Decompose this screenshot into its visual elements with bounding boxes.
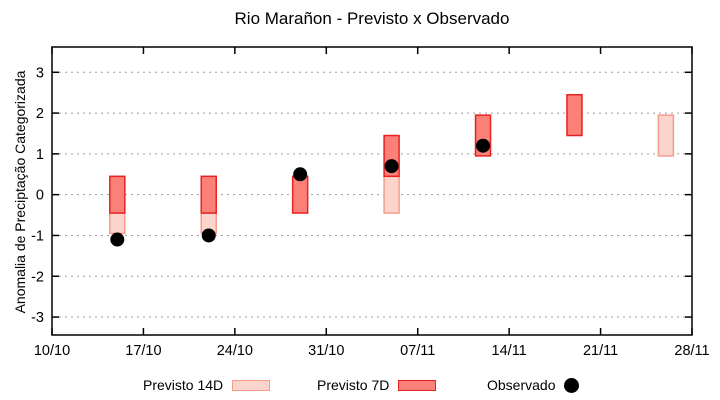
observado-point-15-10 <box>110 232 125 247</box>
ytick-label--1: -1 <box>31 228 44 244</box>
observado-point-29-10 <box>293 167 308 182</box>
xtick-label-10-10: 10/10 <box>34 343 70 359</box>
ytick-label--3: -3 <box>31 310 44 326</box>
observado-point-05-11 <box>384 159 399 174</box>
ytick-label--2: -2 <box>31 269 44 285</box>
xtick-label-17-10: 17/10 <box>125 343 161 359</box>
observado-point-22-10 <box>201 228 216 243</box>
xtick-label-31-10: 31/10 <box>308 343 344 359</box>
bar-previsto-14d-26-11 <box>657 114 675 157</box>
observado-point-12-11 <box>476 138 491 153</box>
bar-previsto-7d-29-10 <box>291 175 309 214</box>
ytick-label-2: 2 <box>36 106 44 122</box>
xtick-label-28-11: 28/11 <box>674 343 709 359</box>
ytick-label-3: 3 <box>36 65 44 81</box>
bar-previsto-7d-15-10 <box>109 175 126 214</box>
ytick-label-1: 1 <box>36 147 44 163</box>
xtick-label-14-11: 14/11 <box>492 343 527 359</box>
ytick-label-0: 0 <box>36 188 44 204</box>
bar-previsto-14d-15-10 <box>109 212 126 235</box>
chart-title: Rio Marañon - Previsto x Observado <box>234 9 510 28</box>
bar-previsto-14d-05-11 <box>383 175 400 214</box>
xtick-label-24-10: 24/10 <box>217 343 253 359</box>
plot-border <box>51 46 693 336</box>
xtick-label-21-11: 21/11 <box>583 343 618 359</box>
xtick-label-07-11: 07/11 <box>400 343 435 359</box>
bar-previsto-7d-22-10 <box>200 175 217 214</box>
bar-previsto-7d-19-11 <box>566 93 583 137</box>
